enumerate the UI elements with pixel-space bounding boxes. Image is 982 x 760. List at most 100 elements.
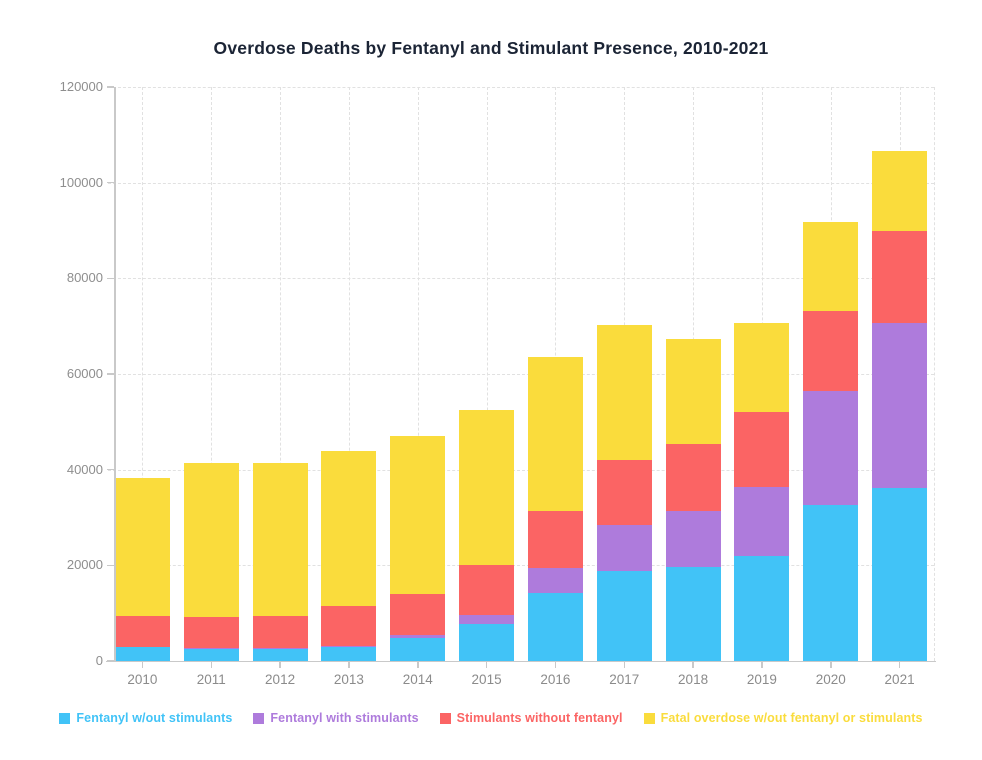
vertical-gridline-right-edge	[934, 87, 935, 661]
horizontal-gridline	[108, 182, 934, 184]
bar-segment	[527, 592, 583, 661]
legend-swatch-icon	[59, 712, 71, 724]
x-axis-tick-label: 2018	[678, 672, 709, 687]
bar-segment	[321, 647, 377, 661]
chart-title: Overdose Deaths by Fentanyl and Stimulan…	[213, 38, 769, 58]
bar-group-2012	[246, 87, 315, 661]
bar-segment	[734, 323, 790, 413]
y-axis-tick	[107, 373, 114, 375]
bar-group-2011	[177, 87, 246, 661]
bar-segment	[114, 477, 170, 617]
bar-segment	[252, 648, 308, 650]
x-axis-tick	[830, 662, 832, 668]
y-axis-tick	[107, 277, 114, 280]
stacked-bar-2010	[114, 477, 170, 661]
stacked-bar-2013	[321, 450, 377, 661]
y-axis-tick	[107, 468, 114, 471]
x-axis-tick-label: 2015	[471, 672, 502, 687]
legend-item: Fentanyl with stimulants	[253, 711, 419, 725]
bar-segment	[114, 616, 170, 647]
bar-segment	[803, 311, 859, 391]
bar-segment	[665, 511, 721, 567]
bar-segment	[665, 566, 721, 661]
vertical-gridline	[142, 87, 144, 661]
y-axis-tick	[107, 181, 114, 184]
stacked-bar-2018	[665, 338, 721, 661]
x-axis-tick	[554, 662, 557, 668]
x-axis-tick	[348, 662, 350, 668]
legend-item: Stimulants without fentanyl	[439, 711, 623, 725]
bar-segment	[183, 463, 239, 618]
x-axis-tick-label: 2012	[265, 672, 296, 687]
legend-label: Stimulants without fentanyl	[456, 711, 623, 725]
vertical-gridline	[486, 87, 488, 661]
legend-label: Fentanyl with stimulants	[270, 711, 419, 725]
bar-segment	[596, 325, 652, 461]
x-axis-tick-label: 2013	[333, 672, 364, 687]
bar-segment	[114, 646, 170, 648]
x-axis-tick	[623, 662, 625, 668]
horizontal-gridline	[108, 87, 934, 88]
bar-segment	[872, 230, 928, 324]
bar-segment	[596, 460, 652, 525]
bar-segment	[183, 648, 239, 649]
stacked-bar-2020	[803, 221, 859, 661]
x-axis-tick	[141, 662, 144, 668]
bar-segment	[459, 410, 515, 566]
bar-segment	[459, 615, 515, 625]
bar-segment	[321, 450, 377, 607]
bar-segment	[734, 412, 790, 488]
stacked-bar-2021	[872, 150, 928, 661]
y-axis-tick-label: 80000	[66, 270, 103, 286]
bar-segment	[527, 510, 583, 569]
y-axis-tick-label: 40000	[66, 461, 103, 477]
bar-segment	[803, 221, 859, 312]
stacked-bar-2016	[527, 356, 583, 661]
y-axis-tick-label: 100000	[59, 174, 103, 190]
bar-segment	[665, 443, 721, 512]
bar-segment	[596, 524, 652, 571]
y-axis-tick	[107, 86, 114, 88]
stacked-bar-2017	[596, 325, 652, 661]
y-axis-tick-label: 60000	[66, 366, 103, 381]
x-axis-tick	[898, 662, 901, 668]
x-axis-tick	[761, 662, 763, 668]
x-axis-tick-label: 2010	[127, 672, 158, 687]
legend: Fentanyl w/out stimulants Fentanyl with s…	[0, 711, 982, 725]
y-axis-line	[114, 87, 116, 661]
stacked-bar-2014	[390, 435, 446, 661]
bar-segment	[459, 565, 515, 616]
bar-segment	[803, 504, 859, 661]
bar-group-2021	[865, 87, 934, 661]
legend-swatch-icon	[439, 712, 451, 724]
stacked-bar-2011	[183, 463, 239, 661]
bar-segment	[183, 617, 239, 649]
y-axis-tick	[107, 564, 114, 567]
legend-swatch-icon	[643, 712, 655, 724]
bars-layer	[108, 87, 934, 661]
bar-group-2017	[590, 87, 659, 661]
x-axis-tick-label: 2020	[815, 672, 846, 687]
bar-group-2019	[727, 87, 796, 661]
x-axis-tick	[485, 662, 488, 668]
bar-group-2010	[108, 87, 177, 661]
bar-segment	[390, 435, 446, 595]
y-axis-tick-label: 20000	[66, 557, 103, 573]
y-axis-tick	[107, 660, 114, 662]
x-axis-tick-label: 2021	[884, 672, 915, 687]
horizontal-gridline	[108, 469, 934, 471]
bar-segment	[734, 487, 790, 557]
bar-segment	[734, 556, 790, 661]
bar-segment	[803, 390, 859, 505]
plot-area	[108, 87, 935, 661]
bar-segment	[321, 606, 377, 647]
horizontal-gridline	[108, 278, 934, 280]
x-axis-tick	[692, 662, 694, 668]
bar-segment	[527, 356, 583, 511]
bar-segment	[390, 634, 446, 638]
bar-group-2016	[521, 87, 590, 661]
bar-group-2014	[383, 87, 452, 661]
vertical-gridline	[417, 87, 419, 661]
x-axis-tick-label: 2011	[196, 672, 226, 687]
